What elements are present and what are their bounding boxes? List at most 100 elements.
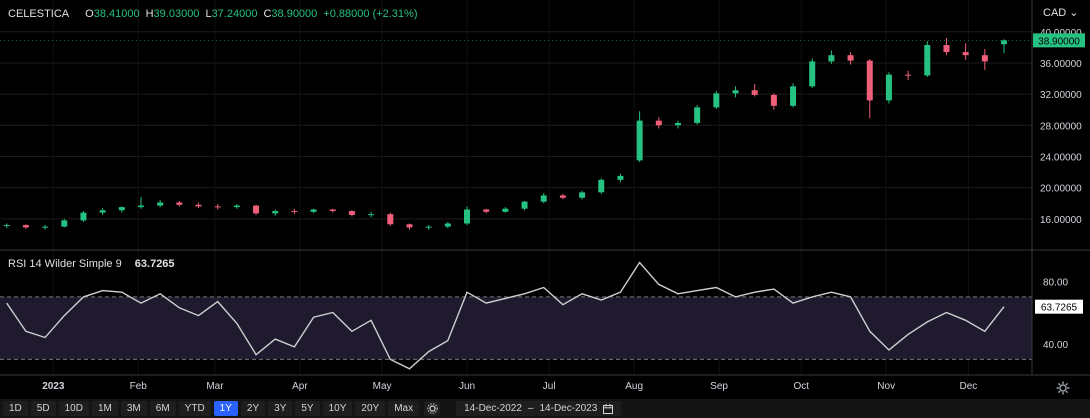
range-end: 14-Dec-2023 [539,403,598,414]
rsi-last-badge [1035,299,1083,314]
time-tick-label: Apr [292,381,308,392]
candle-body [3,225,10,227]
candle-body [310,209,317,212]
candle-body [828,55,835,62]
candle-body [157,202,164,206]
price-tick-label: 40.00000 [1040,28,1082,39]
candle-body [847,55,854,61]
candle-body [329,209,336,212]
price-tick-label: 32.00000 [1040,90,1082,101]
range-start: 14-Dec-2022 [464,403,522,414]
price-tick-label: 24.00000 [1040,152,1082,163]
candle-body [272,211,279,214]
close-value: 38.90000 [271,8,318,20]
candle-body [732,90,739,94]
time-tick-label: Jun [459,381,475,392]
candle-body [981,55,988,62]
calendar-icon [603,403,614,414]
low-value: 37.24000 [211,8,258,20]
candle-body [80,212,87,221]
low-label: L [205,8,212,20]
date-range-picker[interactable]: 14-Dec-2022 – 14-Dec-2023 [456,401,622,416]
candle-body [598,179,605,193]
time-tick-label: Oct [793,381,809,392]
time-tick-label: 2023 [42,381,65,392]
candle-body [22,225,29,228]
price-legend: CELESTICA O 38.41000 H 39.03000 L 37.240… [8,8,417,20]
time-axis: 2023 Feb Mar Apr May Jun Jul Aug Sep Oct Nov Dec [42,381,977,392]
candle-body [751,90,758,95]
candle-body [406,224,413,228]
candle-body [195,204,202,207]
timeframe-buttons: 1D 5D 10D 1M 3M 6M YTD 1Y 2Y 3Y 5Y 10Y 20Y Max [0,401,420,416]
timeframe-button-max[interactable]: Max [388,401,420,416]
rsi-band [0,296,1032,360]
price-tick-label: 28.00000 [1040,121,1082,132]
timeframe-button-10d[interactable]: 10D [58,401,89,416]
candle-body [99,210,106,213]
timeframe-button-6m[interactable]: 6M [149,401,176,416]
candle-body [617,175,624,180]
candle-body [943,45,950,53]
timeframe-button-10y[interactable]: 10Y [322,401,353,416]
candle-body [502,208,509,212]
price-axis: 40.00000 36.00000 32.00000 28.00000 24.00000… [0,28,1085,226]
chevron-down-icon: ⌄ [1069,7,1079,19]
bottom-toolbar: 1D 5D 10D 1M 3M 6M YTD 1Y 2Y 3Y 5Y 10Y 20Y Max 14-Dec… [0,399,1090,418]
rsi-last-label: 63.7265 [1041,303,1078,314]
timeframe-button-5d[interactable]: 5D [30,401,56,416]
currency-selector[interactable]: CAD ⌄ [1043,6,1079,19]
candle-body [1001,40,1007,45]
high-label: H [145,8,154,20]
settings-icon[interactable] [1056,381,1070,395]
price-tick-label: 16.00000 [1040,215,1082,226]
candle-body [483,209,490,212]
candle-body [348,211,355,215]
candle-body [118,207,125,211]
timeframe-button-3m[interactable]: 3M [120,401,147,416]
candle-body [905,74,912,76]
price-tick-label: 36.00000 [1040,59,1082,70]
timeframe-button-2y[interactable]: 2Y [240,401,266,416]
candle-body [368,214,375,216]
close-label: C [263,8,272,20]
timeframe-button-3y[interactable]: 3Y [268,401,293,416]
range-separator: – [527,403,534,414]
timeframe-button-20y[interactable]: 20Y [355,401,386,416]
timeframe-button-5y[interactable]: 5Y [295,401,320,416]
rsi-pane: 80.00 40.00 63.7265 [0,261,1083,370]
candle-body [655,120,662,126]
candle-body [790,86,797,106]
time-tick-label: Nov [877,381,895,392]
candle-body [924,45,931,76]
gear-icon [426,403,438,414]
candle-body [444,223,451,227]
symbol-name: CELESTICA [8,8,70,20]
candle-body [559,195,566,198]
candle-body [464,209,471,224]
time-tick-label: Sep [710,381,728,392]
timeframe-button-1m[interactable]: 1M [91,401,118,416]
candle-body [540,195,547,202]
candle-body [866,60,873,101]
rsi-value: 63.7265 [134,258,175,270]
candle-body [425,226,432,228]
open-label: O [85,8,94,20]
timeframe-button-1y[interactable]: 1Y [213,401,238,416]
time-tick-label: Jul [543,381,556,392]
candle-body [962,52,969,56]
candle-body [713,93,720,108]
rsi-line [6,261,1005,370]
timeframe-button-1d[interactable]: 1D [3,401,28,416]
candle-body [42,226,49,228]
candle-body [770,94,777,106]
candle-body [694,107,701,123]
candle-body [176,202,183,205]
candle-body [61,220,68,227]
price-tick-label: 20.00000 [1040,184,1082,195]
time-tick-label: Mar [206,381,224,392]
time-tick-label: Aug [625,381,643,392]
range-settings-button[interactable] [424,401,441,416]
timeframe-button-ytd[interactable]: YTD [178,401,211,416]
